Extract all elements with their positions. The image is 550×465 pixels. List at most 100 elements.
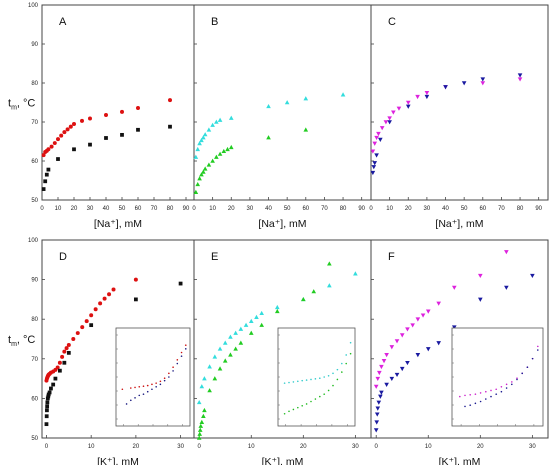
x-tick-label: 90 [358, 206, 365, 212]
x-tick-label: 70 [498, 206, 505, 212]
data-point [228, 115, 234, 120]
inset-data-point [176, 362, 179, 365]
x-tick-label: 30 [529, 444, 536, 450]
data-point [238, 340, 244, 345]
x-tick-label: 70 [321, 206, 328, 212]
inset-data-point [479, 400, 482, 403]
x-tick-label: 30 [352, 444, 359, 450]
inset-data-point [159, 380, 162, 383]
data-point [376, 131, 381, 137]
data-point [45, 396, 50, 401]
data-point [45, 408, 49, 413]
inset-data-point [288, 381, 290, 384]
data-point [303, 127, 309, 132]
data-point [72, 121, 76, 126]
x-tick-label: 0 [192, 206, 196, 212]
data-point [197, 176, 202, 181]
data-point [212, 354, 218, 359]
x-tick-label: 0 [198, 444, 202, 450]
data-series [193, 127, 309, 194]
y-tick-label: 90 [31, 42, 38, 48]
inset-data-point [305, 379, 308, 381]
inset-frame [115, 327, 191, 427]
data-point [111, 287, 116, 292]
data-point [387, 120, 392, 125]
data-point [222, 358, 228, 363]
x-tick-label: 10 [248, 444, 255, 450]
y-tick-label: 80 [31, 317, 38, 323]
data-point [133, 297, 138, 302]
data-point [51, 382, 56, 387]
inset-data-point [469, 404, 472, 406]
x-tick-label: 80 [517, 206, 524, 212]
plot-frame [370, 239, 549, 439]
x-tick-label: 30 [247, 206, 254, 212]
chart-panel-c: 0 10 20 30 40 50 60 70 80 90 C [Na⁺], mM [369, 4, 549, 230]
y-tick-label: 60 [31, 396, 38, 402]
data-point [425, 347, 431, 352]
inset-data-point [310, 378, 312, 381]
x-tick-label: 50 [284, 206, 291, 212]
data-point [415, 317, 421, 322]
data-point [415, 94, 420, 100]
inset-data-point [485, 390, 487, 393]
inset-data-point [464, 394, 466, 397]
data-series [41, 124, 172, 191]
x-tick-label: 60 [135, 206, 142, 212]
data-point [420, 313, 426, 318]
data-point [394, 372, 400, 378]
inset-data-point [323, 376, 326, 378]
inset-data-point [297, 380, 299, 383]
x-tick-label: 0 [375, 444, 379, 450]
inset-data-point [511, 383, 513, 386]
data-point [66, 342, 71, 347]
x-tick-label: 10 [55, 206, 62, 212]
data-series [44, 281, 183, 427]
data-point [64, 346, 69, 351]
data-point [206, 127, 212, 132]
inset-data-point [151, 388, 153, 391]
inset-data-point [159, 383, 162, 386]
x-axis-label: [Na⁺], mM [435, 218, 483, 230]
inset-data-point [495, 393, 498, 395]
data-point [66, 350, 71, 355]
data-point [530, 273, 535, 279]
data-point [243, 322, 249, 327]
x-tick-label: 40 [103, 206, 110, 212]
inset-data-point [341, 362, 343, 365]
inset-data-point [138, 386, 141, 388]
inset-data-point [479, 392, 482, 394]
data-point [196, 399, 202, 405]
inset-data-point [146, 390, 149, 393]
data-point [221, 148, 227, 154]
inset-data-point [163, 377, 166, 380]
data-point [59, 133, 64, 138]
data-point [248, 318, 254, 323]
inset-data-point [464, 405, 466, 408]
data-point [199, 137, 204, 143]
inset-data-point [314, 398, 317, 400]
data-point [65, 127, 70, 132]
panel-letter: B [211, 16, 218, 28]
inset-data-point [319, 395, 321, 398]
inset-data-point [521, 372, 523, 375]
data-point [399, 333, 405, 338]
data-point [72, 147, 76, 152]
data-point [68, 124, 73, 129]
x-tick-label: 30 [424, 206, 431, 212]
inset-data-point [500, 386, 503, 388]
inset-data-point [142, 393, 145, 395]
y-tick-label: 80 [31, 81, 38, 87]
data-point [233, 346, 238, 351]
inset-data-point [336, 368, 339, 371]
data-point [451, 285, 457, 290]
y-axis-label-var: t [8, 98, 11, 110]
x-axis-label: [K⁺], mM [262, 456, 304, 465]
x-tick-label: 10 [209, 206, 216, 212]
inset-data-point [505, 383, 508, 386]
y-axis-label: tm, °C [8, 98, 35, 112]
data-point [197, 141, 202, 146]
inset-data-point [495, 388, 498, 391]
chart-panel-a: 0 10 20 30 40 50 60 70 80 90 50 60 70 80 90 100 A [Na⁺], … [8, 3, 195, 230]
x-axis-label: [Na⁺], mM [258, 218, 306, 230]
